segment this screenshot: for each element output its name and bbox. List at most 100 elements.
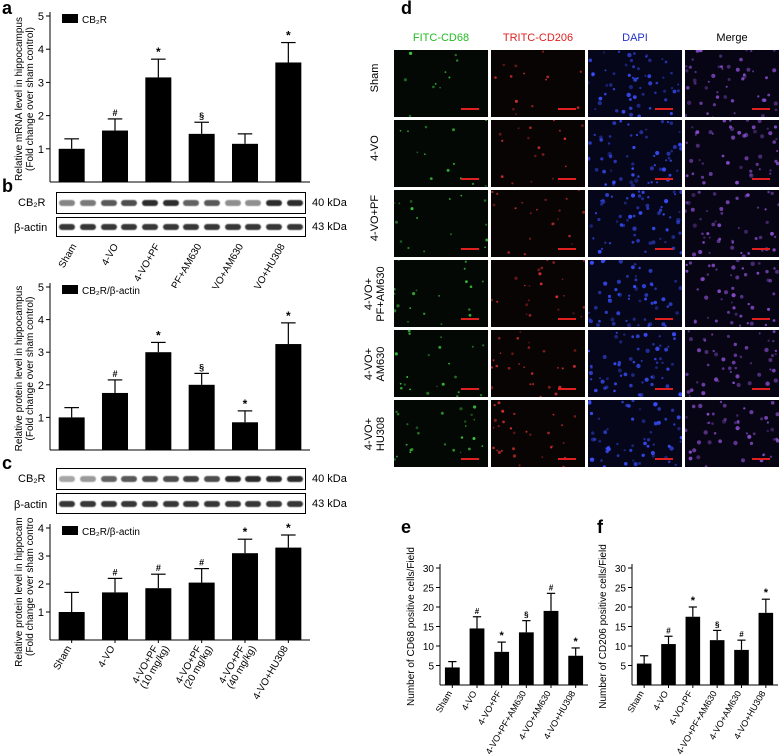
micrograph-signal	[399, 120, 487, 187]
y-tick-label: 2	[38, 380, 44, 392]
blot-band	[121, 200, 138, 206]
panel-label-e: e	[401, 517, 412, 537]
y-tick-label: 4	[38, 315, 44, 327]
blot-b-lane-labels: Sham 4-VO 4-VO+PF4-VO+PF+AM630 4-VO+AM630 4-…	[57, 242, 288, 288]
significance-marker: #	[112, 567, 117, 577]
micrograph-row-header: 4-VO+ AM630	[363, 346, 387, 381]
bar	[275, 547, 302, 640]
panel-label-b: b	[2, 176, 13, 196]
legend-label: CB₂R	[82, 15, 107, 26]
micrograph-column-header: DAPI	[622, 32, 648, 44]
y-tick-label: 15	[423, 623, 435, 634]
blot-band	[203, 200, 220, 206]
micrograph-signal	[589, 190, 682, 255]
micrograph-cell	[394, 120, 488, 187]
y-tick-label: 25	[423, 584, 435, 595]
bar	[188, 133, 215, 182]
blot-band	[162, 200, 179, 206]
blot-band	[59, 200, 76, 206]
blot-band	[183, 200, 200, 206]
blot-b-loading-strip	[56, 217, 306, 237]
legend-swatch	[62, 526, 78, 535]
x-tick-label: 4-VO	[651, 689, 670, 712]
micrograph-cell	[685, 190, 779, 257]
blot-band	[245, 200, 262, 206]
significance-marker: *	[764, 587, 769, 599]
y-tick-label: 20	[423, 603, 435, 614]
scale-bar	[655, 318, 673, 320]
y-tick-label: 2	[38, 111, 44, 123]
scale-bar	[752, 458, 770, 460]
bar	[232, 143, 258, 182]
y-tick-label: 3	[38, 347, 44, 359]
significance-marker: §	[524, 611, 529, 620]
micrograph-signal	[588, 331, 682, 397]
blot-band	[286, 224, 303, 230]
y-tick-label: 5	[428, 662, 434, 673]
panel-label-f: f	[597, 517, 603, 537]
band-row	[57, 218, 305, 236]
micrograph-signal	[394, 194, 488, 253]
band-row	[57, 469, 305, 489]
micrograph-cell	[491, 260, 585, 327]
bar	[636, 663, 652, 685]
blot-band	[79, 224, 96, 230]
significance-marker: #	[475, 607, 480, 616]
blot-band	[286, 476, 303, 482]
blot-band	[100, 200, 117, 206]
bar	[232, 422, 258, 450]
blot-band	[203, 500, 220, 507]
blot-band	[224, 224, 241, 230]
significance-marker: *	[500, 630, 505, 642]
chart-b-protein: 1 2 3 4 5 Relative protein level in hippocamp…	[14, 282, 310, 451]
scale-bar	[752, 318, 770, 320]
y-tick-label: 4	[38, 44, 44, 56]
y-tick-label: 5	[620, 662, 626, 673]
blot-band	[183, 500, 200, 507]
blot-band	[141, 224, 158, 230]
blot-band	[265, 500, 282, 507]
micrograph-signal	[685, 260, 779, 327]
micrograph-signal	[685, 50, 778, 117]
significance-marker: *	[286, 29, 291, 43]
western-blot-c: CB₂R β-actin 40 kDa 43 kDa	[0, 468, 360, 518]
x-tick-label: 4-VO	[96, 644, 117, 670]
y-tick-label: 5	[38, 11, 44, 23]
lane-label: Sham	[57, 242, 80, 270]
y-tick-label: 20	[615, 603, 627, 614]
micrograph-column-header: FITC-CD68	[412, 32, 470, 44]
band-row	[57, 193, 305, 213]
blot-band	[79, 200, 96, 206]
y-tick-label: 10	[615, 642, 627, 653]
blot-c-loading-strip	[56, 493, 306, 514]
x-tick-label: 4-VO+HU308	[251, 644, 291, 702]
western-blot-b: CB₂R β-actin 40 kDa 43 kDa	[0, 192, 360, 242]
bar	[232, 553, 258, 640]
panel-label-d: d	[401, 0, 412, 18]
bar	[709, 640, 725, 685]
y-tick-label: 10	[423, 642, 435, 653]
blot-band	[183, 476, 200, 482]
micrograph-column-header: Merge	[716, 32, 748, 44]
significance-marker: #	[156, 563, 161, 573]
y-tick-label: 1	[38, 412, 44, 424]
micrograph-cell	[491, 330, 585, 397]
micrograph-cell	[588, 190, 682, 257]
micrograph-cell	[588, 260, 682, 327]
scale-bar	[558, 318, 576, 320]
micrograph-signal	[494, 50, 582, 115]
bar	[275, 62, 302, 183]
y-axis-label: (Fold change over sham control)	[25, 297, 36, 441]
blot-band	[121, 476, 138, 482]
y-axis-label: Number of CD206 positive cells/Field	[598, 544, 609, 709]
significance-marker: *	[243, 525, 248, 539]
blot-band	[183, 224, 200, 230]
y-tick-label: 15	[615, 623, 627, 634]
micrograph-signal	[403, 51, 459, 117]
panel-label-a: a	[2, 0, 13, 18]
micrograph-cell	[685, 400, 779, 467]
chart-c-dose-response: 1 2 3 4 Relative protein level in hippocampu…	[14, 518, 310, 702]
micrograph-signal	[491, 260, 585, 318]
immunofluorescence-grid: FITC-CD68 TRITC-CD206 DAPI Merge Sham 4-VO 4-V…	[360, 0, 784, 500]
scale-bar	[558, 458, 576, 460]
